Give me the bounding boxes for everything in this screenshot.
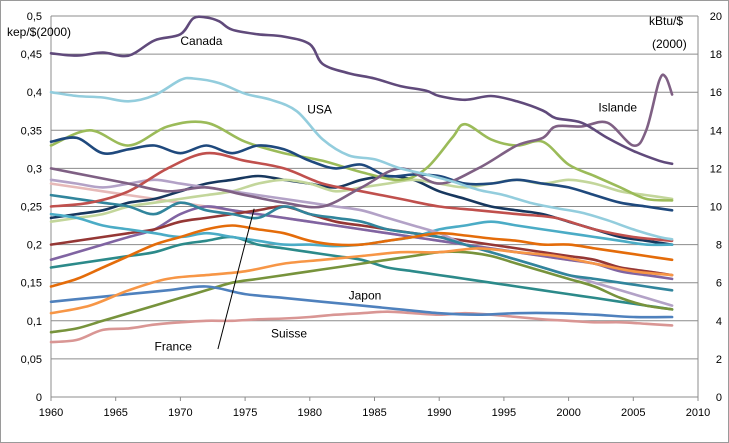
series-line	[49, 235, 674, 311]
x-tick-label: 1995	[492, 407, 516, 419]
right-tick-label: 0	[716, 392, 722, 404]
annotations: Canada USA Islande Japon Suisse France	[155, 34, 638, 354]
left-tick-label: 0,2	[27, 240, 42, 252]
gridlines	[51, 15, 698, 398]
left-tick-label: 0,5	[27, 11, 42, 23]
x-tick-label: 1975	[233, 407, 257, 419]
series-line	[49, 205, 674, 281]
series-line	[49, 151, 674, 243]
left-tick-label: 0,3	[27, 163, 42, 175]
series-layer	[49, 15, 674, 344]
right-tick-label: 20	[710, 11, 722, 23]
right-tick-label: 4	[716, 316, 722, 328]
suisse-label: Suisse	[271, 327, 307, 341]
right-axis-ticks: 0 2 4 6 8 10 12 14 16 18 20	[710, 11, 722, 404]
left-tick-label: 0,05	[21, 354, 42, 366]
left-axis-unit: kep/$(2000)	[7, 25, 71, 39]
right-tick-label: 16	[710, 87, 722, 99]
left-tick-label: 0,45	[21, 49, 42, 61]
left-tick-label: 0,15	[21, 278, 42, 290]
france-pointer-line	[217, 208, 255, 350]
left-tick-label: 0,1	[27, 316, 42, 328]
france-label: France	[155, 340, 193, 354]
series-line	[49, 193, 674, 292]
series-line	[49, 120, 674, 202]
islande-label: Islande	[598, 100, 637, 114]
japon-label: Japon	[349, 288, 382, 302]
x-tick-label: 1970	[168, 407, 192, 419]
right-tick-label: 2	[716, 354, 722, 366]
right-tick-label: 14	[710, 125, 722, 137]
right-axis-unit-line2: (2000)	[652, 37, 687, 51]
right-tick-label: 12	[710, 163, 722, 175]
left-axis-ticks: 0 0,05 0,1 0,15 0,2 0,25 0,3 0,35 0,4 0,45 0,5	[21, 11, 42, 404]
x-tick-label: 2010	[686, 407, 710, 419]
right-axis-unit-line1: kBtu/$	[649, 14, 683, 28]
left-tick-label: 0	[36, 392, 42, 404]
series-line	[49, 73, 674, 209]
x-tick-label: 1960	[39, 407, 63, 419]
x-tick-label: 1985	[362, 407, 386, 419]
canada-label: Canada	[180, 34, 222, 48]
x-axis-ticks: 1960 1965 1970 1975 1980 1985 1990 1995 2000 2005…	[39, 397, 710, 419]
x-tick-label: 1990	[427, 407, 451, 419]
series-line	[49, 310, 674, 344]
series-line	[49, 136, 674, 212]
left-tick-label: 0,25	[21, 202, 42, 214]
series-line	[49, 15, 674, 166]
x-tick-label: 1980	[298, 407, 322, 419]
series-line	[49, 285, 674, 319]
series-line	[49, 76, 674, 241]
left-tick-label: 0,35	[21, 125, 42, 137]
usa-label: USA	[307, 103, 332, 117]
right-tick-label: 10	[710, 202, 722, 214]
series-line	[49, 205, 674, 277]
series-line	[49, 224, 674, 288]
left-tick-label: 0,4	[27, 87, 42, 99]
x-tick-label: 2005	[621, 407, 645, 419]
x-tick-label: 2000	[556, 407, 580, 419]
right-tick-label: 18	[710, 49, 722, 61]
series-line	[49, 247, 674, 315]
x-tick-label: 1965	[103, 407, 127, 419]
series-line	[49, 250, 674, 334]
right-tick-label: 6	[716, 278, 722, 290]
right-tick-label: 8	[716, 240, 722, 252]
